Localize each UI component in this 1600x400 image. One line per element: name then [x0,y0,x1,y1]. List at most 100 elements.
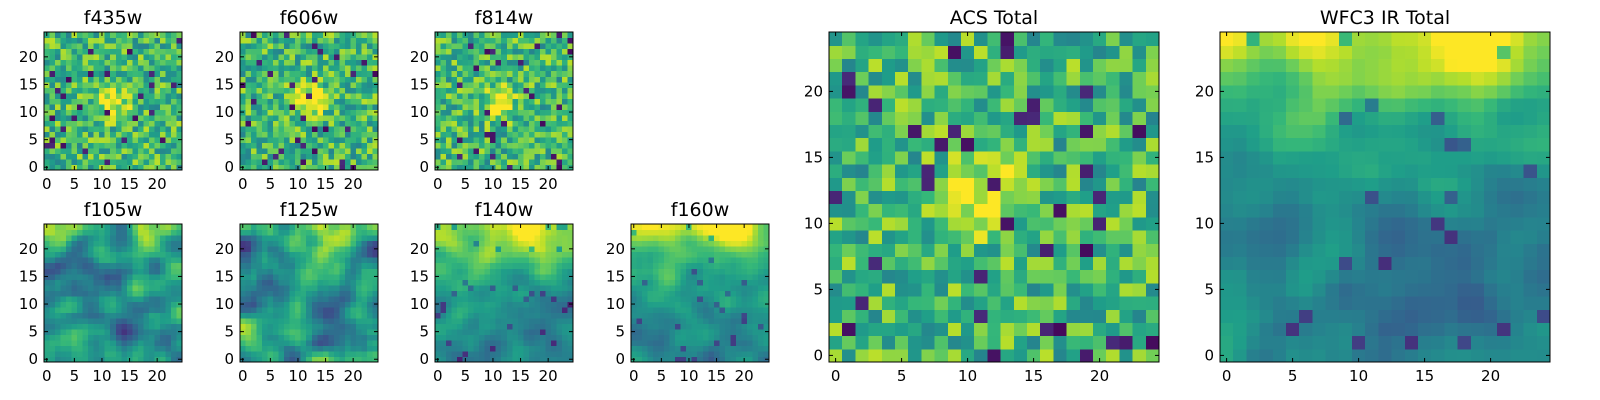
heatmap-cell [154,37,161,44]
heatmap-cell [1066,164,1081,178]
heatmap-cell [245,142,252,149]
heatmap-cell [132,235,139,242]
heatmap-cell [170,317,178,324]
heatmap-cell [1040,203,1054,218]
heatmap-cell [647,345,654,352]
heatmap-cell [697,323,704,330]
heatmap-cell [49,142,56,149]
heatmap-cell [82,65,89,72]
heatmap-cell [512,295,519,302]
heatmap-cell [278,142,285,149]
heatmap-cell [245,153,252,160]
heatmap-cell [344,356,351,363]
heatmap-cell [251,48,258,55]
heatmap-cell [741,240,748,247]
heatmap-cell [446,98,453,105]
heatmap-cell [501,114,508,121]
heatmap-cell [278,76,285,83]
heatmap-cell [479,136,486,143]
heatmap-cell [77,284,84,291]
heatmap-cell [251,37,258,44]
heatmap-cell [545,142,552,149]
heatmap-cell [730,312,737,319]
heatmap-cell [44,334,51,341]
heatmap-cell [457,229,464,236]
heatmap-cell [126,70,133,77]
heatmap-cell [350,87,357,94]
heatmap-cell [490,136,497,143]
heatmap-cell [534,43,541,50]
heatmap-cell [245,284,252,291]
heatmap-cell [115,273,122,280]
heatmap-cell [746,224,754,231]
heatmap-cell [987,322,1002,337]
heatmap-cell [653,279,660,286]
heatmap-cell [176,158,183,166]
heatmap-cell [278,98,285,105]
heatmap-cell [550,345,558,352]
heatmap-cell [148,268,155,275]
heatmap-cell [328,76,335,83]
heatmap-cell [170,273,178,280]
heatmap-cell [273,164,280,171]
heatmap-cell [517,323,524,330]
heatmap-cell [372,142,379,149]
heatmap-cell [126,328,133,335]
heatmap-cell [642,284,649,291]
heatmap-cell [501,323,508,330]
heatmap-cell [490,350,497,358]
heatmap-cell [170,153,178,160]
heatmap-cell [512,246,519,253]
heatmap-cell [328,81,335,88]
heatmap-cell [1079,269,1094,284]
heatmap-cell [561,125,569,132]
heatmap-cell [539,147,546,155]
heatmap-cell [908,177,922,191]
heatmap-cell [284,306,291,313]
heatmap-cell [550,306,558,313]
heatmap-cell [256,131,263,138]
heatmap-cell [176,224,183,231]
heatmap-cell [468,92,475,99]
heatmap-cell [240,295,247,302]
x-tick-label: 5 [657,367,667,385]
heatmap-cell [154,70,161,77]
heatmap-cell [842,177,856,191]
heatmap-cell [256,59,263,66]
heatmap-cell [132,229,139,236]
heatmap-cell [473,246,480,253]
heatmap-cell [440,120,447,127]
heatmap-cell [267,131,274,138]
heatmap-cell [267,153,274,160]
heatmap-cell [451,131,458,138]
heatmap-cell [934,309,949,323]
heatmap-cell [664,251,671,258]
heatmap-cell [479,295,486,302]
heatmap-cell [1093,190,1107,205]
heatmap-cell [245,37,252,44]
heatmap-cell [300,120,307,127]
heatmap-cell [501,87,508,94]
heatmap-cell [1119,335,1134,350]
heatmap-cell [908,164,922,178]
heatmap-cell [278,229,285,236]
heatmap-cell [93,136,100,143]
heatmap-cell [746,240,754,247]
heatmap-cell [974,256,988,271]
heatmap-cell [451,103,458,110]
heatmap-cell [339,48,346,55]
heatmap-cell [372,65,379,72]
heatmap-cell [165,295,172,302]
heatmap-cell [170,142,178,149]
heatmap-cell [137,98,144,105]
heatmap-cell [435,98,442,105]
heatmap-cell [88,114,95,121]
heatmap-cell [719,290,726,297]
heatmap-cell [339,284,346,291]
heatmap-cell [273,345,280,352]
heatmap-cell [137,246,144,253]
heatmap-cell [642,257,649,264]
heatmap-cell [361,103,368,110]
heatmap-cell [350,273,357,280]
